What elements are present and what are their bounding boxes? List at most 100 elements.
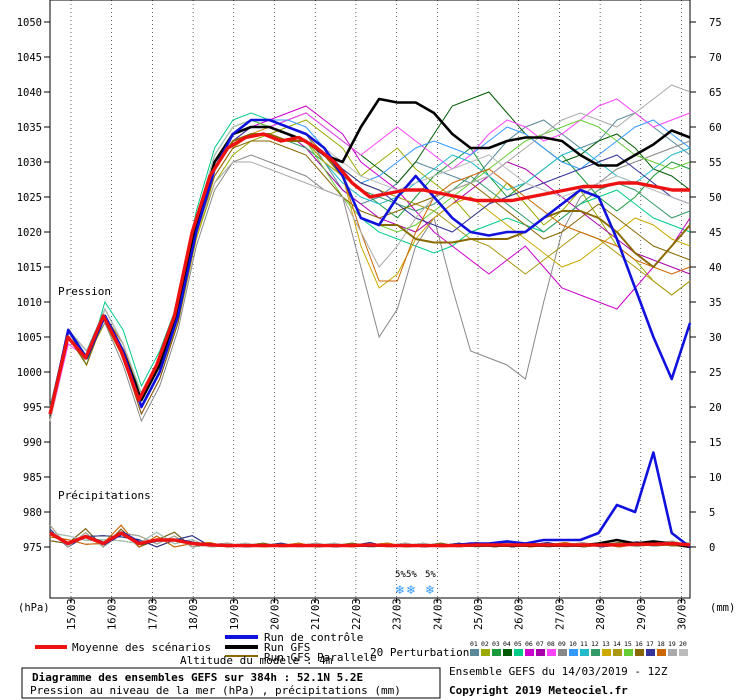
perturbation-id: 17 — [646, 640, 654, 648]
precip-tick-label: 50 — [709, 192, 722, 204]
perturbation-swatch — [536, 649, 545, 656]
mean-pressure-line — [48, 132, 690, 415]
perturbation-swatch — [547, 649, 556, 656]
copyright-label: Copyright 2019 Meteociel.fr — [449, 684, 628, 697]
perturbation-swatch — [679, 649, 688, 656]
date-tick-label: 23/03 — [392, 598, 404, 630]
date-tick-label: 27/03 — [554, 598, 566, 630]
pressure-tick-label: 995 — [23, 402, 42, 414]
gfs-pressure-line — [48, 97, 691, 415]
altitude-label: Altitude du modèle : 4m — [180, 654, 333, 667]
perturbation-swatch — [492, 649, 501, 656]
pressure-tick-label: 985 — [23, 472, 42, 484]
pressure-tick-label: 1020 — [17, 227, 42, 239]
date-tick-label: 16/03 — [107, 598, 119, 630]
legend-mean-label: Moyenne des scénarios — [72, 641, 211, 654]
pressure-tick-label: 1035 — [17, 122, 42, 134]
mean-precip-line — [49, 531, 691, 548]
left-unit-label: (hPa) — [18, 602, 50, 614]
perturbation-id: 20 — [679, 640, 687, 648]
precip-tick-label: 10 — [709, 472, 722, 484]
perturbation-swatch — [635, 649, 644, 656]
perturbation-swatch — [470, 649, 479, 656]
perturbation-precip-line — [49, 524, 691, 548]
control-pressure-line — [48, 118, 692, 415]
pressure-tick-label: 980 — [23, 507, 42, 519]
pressure-label: Pression — [58, 285, 111, 298]
perturbation-id: 18 — [657, 640, 665, 648]
legend-control-label: Run de contrôle — [264, 631, 363, 644]
perturbation-id: 13 — [602, 640, 610, 648]
pressure-tick-label: 1030 — [17, 157, 42, 169]
date-tick-label: 17/03 — [147, 598, 159, 630]
precip-tick-label: 70 — [709, 52, 722, 64]
perturbations-label: 20 Perturbations — [370, 646, 476, 659]
precip-tick-label: 75 — [709, 17, 722, 29]
precip-tick-label: 55 — [709, 157, 722, 169]
date-tick-label: 26/03 — [514, 598, 526, 630]
perturbation-swatch — [613, 649, 622, 656]
snow-markers: 5% 5% 5% ❄ ❄ ❄ — [395, 570, 436, 597]
legend-parallel-label: Run GFS Parallele — [264, 651, 377, 664]
precip-tick-label: 45 — [709, 227, 722, 239]
perturbation-pressure-line — [49, 140, 691, 423]
right-unit-label: (mm) — [710, 602, 735, 614]
precip-tick-label: 0 — [709, 542, 715, 554]
legend-gfs-label: Run GFS — [264, 641, 310, 654]
pressure-tick-label: 1015 — [17, 262, 42, 274]
perturbation-id: 11 — [580, 640, 588, 648]
precip-tick-label: 5 — [709, 507, 715, 519]
perturbation-id: 15 — [624, 640, 632, 648]
precip-tick-label: 15 — [709, 437, 722, 449]
precip-tick-label: 60 — [709, 122, 722, 134]
perturbation-swatch — [646, 649, 655, 656]
snowflake-icon: ❄ — [425, 583, 435, 597]
date-tick-label: 15/03 — [66, 598, 78, 630]
pressure-axis: 975 980 985 990 995 1000 1005 1010 1015 1020 1025 1… — [17, 17, 50, 554]
precip-tick-label: 40 — [709, 262, 722, 274]
ensemble-date-label: Ensemble GEFS du 14/03/2019 - 12Z — [449, 665, 668, 678]
perturbation-id: 04 — [503, 640, 511, 648]
perturbation-swatch — [580, 649, 589, 656]
precip-axis: 0 5 10 15 20 25 30 35 40 45 50 55 60 65 70 75 — [690, 17, 722, 554]
date-axis: 15/03 16/03 17/03 18/03 19/03 20/03 21/03 22/03… — [66, 598, 689, 630]
precip-tick-label: 65 — [709, 87, 722, 99]
perturbation-legend: 01 02 03 04 05 06 07 08 09 10 11 12 13 14 15 16 17 18 19 20 — [470, 640, 688, 656]
pressure-tick-label: 1040 — [17, 87, 42, 99]
perturbation-swatch — [525, 649, 534, 656]
pressure-tick-label: 975 — [23, 542, 42, 554]
perturbation-swatch — [591, 649, 600, 656]
perturbation-id: 03 — [492, 640, 500, 648]
pressure-tick-label: 1025 — [17, 192, 42, 204]
perturbation-id: 14 — [613, 640, 621, 648]
snowflake-icon: ❄ — [406, 583, 416, 597]
legend: Moyenne des scénarios Run de contrôle Ru… — [35, 631, 688, 667]
precip-tick-label: 25 — [709, 367, 722, 379]
date-tick-label: 21/03 — [310, 598, 322, 630]
date-tick-label: 30/03 — [677, 598, 689, 630]
main-run-lines — [48, 97, 692, 549]
plot-area — [49, 0, 691, 599]
date-tick-label: 24/03 — [432, 598, 444, 630]
precip-tick-label: 35 — [709, 297, 722, 309]
pressure-tick-label: 1050 — [17, 17, 42, 29]
snow-percent-1: 5% — [395, 570, 406, 580]
precip-tick-label: 20 — [709, 402, 722, 414]
perturbation-id: 05 — [514, 640, 522, 648]
precip-label: Précipitations — [58, 489, 151, 502]
precip-tick-label: 30 — [709, 332, 722, 344]
perturbation-id: 09 — [558, 640, 566, 648]
perturbation-id: 12 — [591, 640, 599, 648]
perturbation-swatch — [481, 649, 490, 656]
perturbation-id: 10 — [569, 640, 577, 648]
snow-percent-2: 5% — [406, 570, 417, 580]
perturbation-id: 08 — [547, 640, 555, 648]
date-tick-label: 20/03 — [270, 598, 282, 630]
date-tick-label: 18/03 — [188, 598, 200, 630]
perturbation-id: 19 — [668, 640, 676, 648]
perturbation-id: 07 — [536, 640, 544, 648]
perturbation-swatch — [602, 649, 611, 656]
footer-title-line1: Diagramme des ensembles GEFS sur 384h : … — [32, 671, 363, 684]
perturbation-id: 16 — [635, 640, 643, 648]
